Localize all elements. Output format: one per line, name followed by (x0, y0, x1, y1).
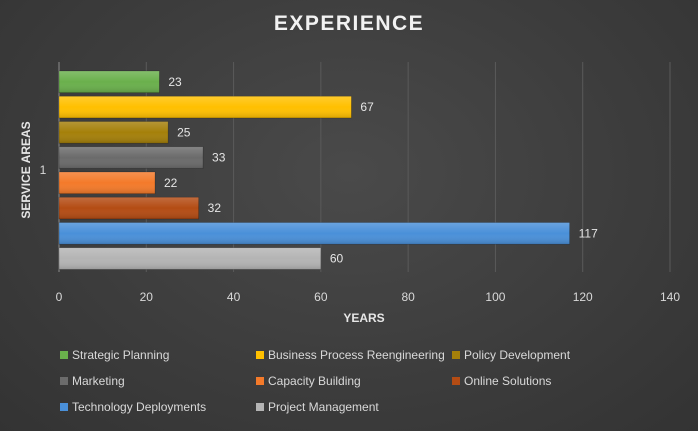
bars (58, 70, 570, 270)
legend-label: Policy Development (464, 347, 571, 362)
x-axis-title: YEARS (343, 311, 384, 325)
data-label: 117 (579, 226, 598, 240)
legend-label: Project Management (268, 399, 379, 414)
data-label: 32 (208, 201, 222, 215)
legend-label: Marketing (72, 373, 125, 388)
legend-item: Marketing (60, 372, 256, 389)
bar-shading (59, 71, 160, 93)
legend: Strategic Planning Business Process Reeng… (60, 346, 680, 415)
data-label: 22 (164, 176, 178, 190)
x-tick-label: 60 (314, 290, 328, 304)
legend-item: Technology Deployments (60, 398, 256, 415)
y-axis-title: SERVICE AREAS (19, 121, 33, 218)
bar-shading (59, 222, 570, 245)
data-label: 33 (212, 151, 226, 165)
data-label: 25 (177, 125, 191, 139)
x-tick-label: 120 (573, 290, 593, 304)
legend-label: Business Process Reengineering (268, 347, 445, 362)
data-label: 23 (168, 75, 182, 89)
y-category-label: 1 (40, 163, 47, 177)
x-tick-label: 80 (401, 290, 415, 304)
legend-item: Online Solutions (452, 372, 652, 389)
bar-shading (59, 96, 352, 118)
legend-label: Capacity Building (268, 373, 361, 388)
bar-shading (59, 197, 199, 219)
x-tick-label: 40 (227, 290, 241, 304)
x-tick-labels: 0 20 40 60 80 100 120 140 (56, 290, 681, 304)
legend-swatch (452, 376, 460, 385)
data-label: 60 (330, 252, 344, 266)
x-tick-label: 20 (140, 290, 154, 304)
legend-swatch (452, 350, 460, 359)
legend-swatch (60, 376, 68, 385)
legend-item: Capacity Building (256, 372, 452, 389)
bar-shading (59, 146, 204, 169)
data-labels: 23 67 25 33 22 32 117 60 (164, 75, 598, 266)
legend-item: Project Management (256, 398, 452, 415)
legend-swatch (60, 350, 68, 359)
legend-label: Technology Deployments (72, 399, 207, 414)
legend-swatch (256, 376, 264, 385)
bar-shading (59, 121, 169, 144)
x-tick-label: 100 (485, 290, 505, 304)
x-tick-label: 0 (56, 290, 63, 304)
legend-swatch (60, 402, 68, 411)
bar-shading (59, 247, 321, 270)
legend-label: Online Solutions (464, 373, 552, 388)
bar-shading (59, 172, 156, 194)
chart-title: EXPERIENCE (273, 12, 425, 35)
legend-label: Strategic Planning (72, 347, 170, 362)
legend-swatch (256, 350, 264, 359)
data-label: 67 (360, 100, 374, 114)
legend-item: Policy Development (452, 346, 652, 363)
x-tick-label: 140 (660, 290, 680, 304)
legend-swatch (256, 402, 264, 411)
legend-item: Strategic Planning (60, 346, 256, 363)
legend-item: Business Process Reengineering (256, 346, 452, 363)
